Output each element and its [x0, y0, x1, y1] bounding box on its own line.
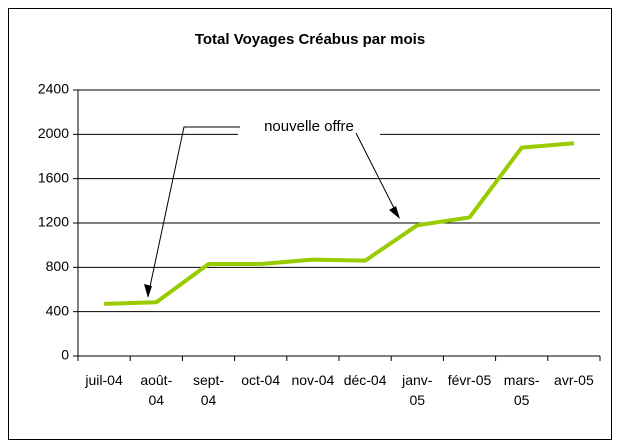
y-tick-label: 2400 — [38, 81, 69, 97]
y-tick-label: 1200 — [38, 214, 69, 230]
x-tick-label: nov-04 — [291, 372, 335, 388]
marks — [104, 141, 575, 306]
arrow-head — [389, 206, 400, 219]
x-tick-label: avr-05 — [554, 372, 594, 388]
arrow — [147, 126, 240, 297]
x-tick-label: mars-05 — [503, 372, 540, 408]
x-tick-label: déc-04 — [343, 372, 387, 388]
y-tick-label: 400 — [46, 302, 70, 318]
arrow-head — [144, 284, 152, 298]
x-tick-label: juil-04 — [85, 372, 123, 388]
y-tick-label: 0 — [61, 347, 69, 363]
x-tick-label: août-04 — [140, 372, 173, 408]
y-tick-label: 2000 — [38, 125, 69, 141]
y-tick-label: 800 — [46, 258, 70, 274]
x-tick-label: janv-05 — [402, 372, 433, 408]
grid: 0 400 800 1200 1600 2000 2400 — [38, 81, 601, 363]
x-tick-label: sept-04 — [192, 372, 225, 408]
annotation-box — [238, 114, 380, 142]
x-tick-label: oct-04 — [241, 372, 281, 388]
arrow — [355, 132, 399, 217]
line — [104, 141, 575, 306]
y-tick-label: 1600 — [38, 169, 69, 185]
annotation-text: nouvelle offre — [264, 118, 354, 135]
chart-frame — [8, 8, 612, 440]
x-tick-label: févr-05 — [447, 372, 492, 388]
chart-title: Total Voyages Créabus par mois — [195, 31, 425, 48]
annotation: nouvelle offre — [144, 114, 400, 298]
